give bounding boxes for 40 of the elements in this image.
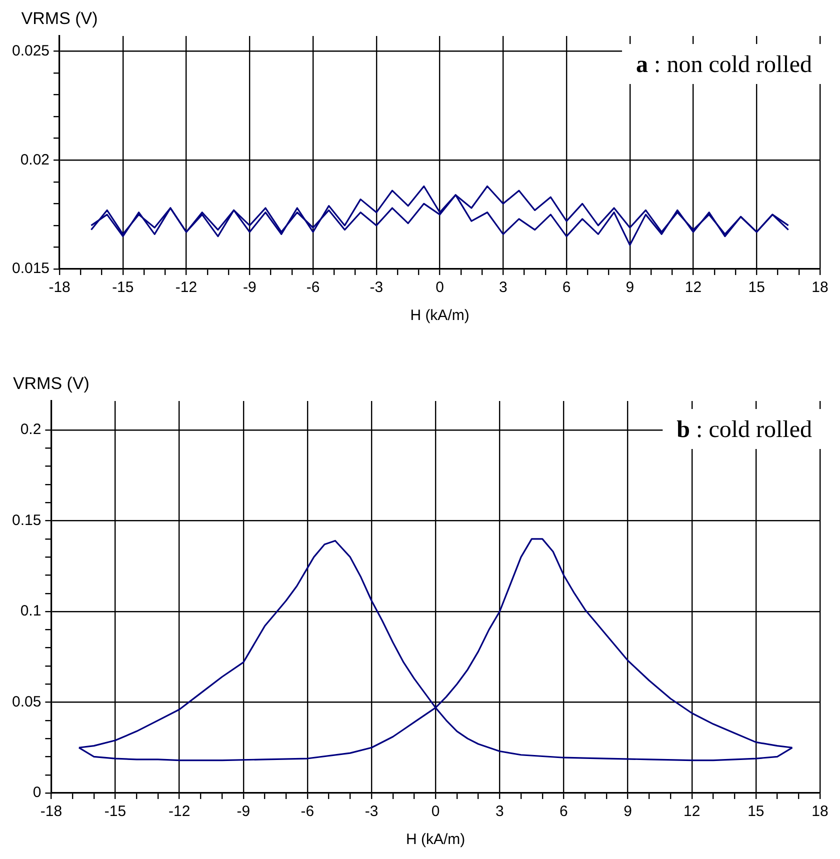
y-tick-label: 0.1 <box>20 602 42 620</box>
x-tick-label: 15 <box>748 803 764 820</box>
x-tick-label: 6 <box>560 803 568 820</box>
y-axis-title: VRMS (V) <box>12 374 90 393</box>
y-tick-label: 0.025 <box>12 42 50 60</box>
x-tick-label: 0 <box>436 279 444 296</box>
x-tick-label: 9 <box>624 803 632 820</box>
x-tick-label: -6 <box>300 803 314 820</box>
x-tick-label: 3 <box>495 803 504 820</box>
x-tick-label: 6 <box>562 279 571 296</box>
annotation: b : cold rolled <box>676 417 812 443</box>
x-tick-label: -12 <box>175 279 198 296</box>
x-tick-label: -12 <box>168 803 190 820</box>
x-axis-title: H (kA/m) <box>406 831 466 848</box>
x-tick-label: 9 <box>626 279 634 296</box>
x-tick-label: -9 <box>236 803 250 820</box>
y-tick-label: 0 <box>32 784 42 802</box>
y-tick-label: 0.02 <box>20 151 50 168</box>
x-tick-label: 3 <box>498 279 508 296</box>
x-tick-label: 18 <box>812 279 828 296</box>
y-tick-label: 0.05 <box>12 693 42 710</box>
x-tick-label: -3 <box>364 803 378 820</box>
x-axis-title: H (kA/m) <box>410 307 470 324</box>
x-tick-label: -15 <box>104 803 126 820</box>
x-tick-label: -6 <box>306 279 320 296</box>
annotation: a : non cold rolled <box>636 52 812 78</box>
x-tick-label: 12 <box>684 279 702 296</box>
x-tick-label: -3 <box>370 279 384 296</box>
x-tick-label: 15 <box>748 279 765 296</box>
y-tick-label: 0.15 <box>12 512 42 529</box>
y-tick-label: 0.2 <box>20 421 42 438</box>
x-tick-label: -15 <box>112 279 134 296</box>
x-tick-label: 18 <box>812 803 828 820</box>
x-tick-label: -9 <box>242 279 256 296</box>
x-tick-label: 12 <box>684 803 700 820</box>
y-axis-title: VRMS (V) <box>21 9 98 28</box>
x-tick-label: 0 <box>431 803 440 820</box>
x-tick-label: -18 <box>40 803 62 820</box>
x-tick-label: -18 <box>48 279 70 296</box>
y-tick-label: 0.015 <box>12 260 50 278</box>
